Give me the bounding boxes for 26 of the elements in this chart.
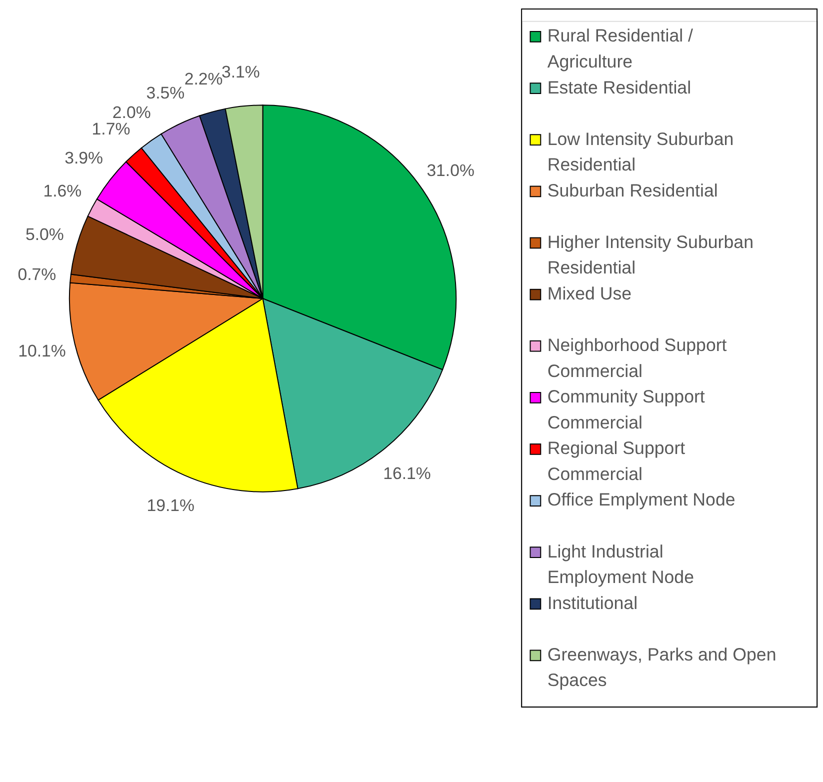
legend-label: Rural Residential / Agriculture xyxy=(547,26,694,72)
data-label: 1.7% xyxy=(92,120,130,139)
data-label: 3.5% xyxy=(146,83,185,102)
data-label: 5.0% xyxy=(26,225,64,244)
legend-label: Mixed Use xyxy=(547,284,632,304)
legend-label: Low Intensity Suburban Residential xyxy=(547,128,734,175)
data-label: 1.6% xyxy=(43,182,82,201)
data-label: 3.1% xyxy=(221,62,260,82)
legend-label: Community Support Commercial xyxy=(547,386,705,432)
data-label: 3.9% xyxy=(64,148,103,168)
legend-label: Greenways, Parks and Open Spaces xyxy=(547,644,776,690)
legend-label: Suburban Residential xyxy=(547,180,718,200)
data-label: 19.1% xyxy=(146,496,195,515)
legend-label: Estate Residential xyxy=(547,77,692,98)
legend-label: Neighborhood Support Commercial xyxy=(547,335,727,381)
data-label: 2.2% xyxy=(184,69,223,88)
legend-label: Office Emplyment Node xyxy=(547,490,736,510)
data-label: 10.1% xyxy=(18,341,66,360)
data-label: 31.0% xyxy=(426,160,474,180)
data-label: 16.1% xyxy=(383,464,431,483)
legend-label: Higher Intensity Suburban Residential xyxy=(547,232,754,278)
data-label: 2.0% xyxy=(112,103,151,122)
legend-label: Institutional xyxy=(547,592,638,613)
data-label: 0.7% xyxy=(18,264,56,284)
legend-label: Light Industrial Employment Node xyxy=(547,541,694,588)
legend-label: Regional Support Commercial xyxy=(547,438,686,484)
